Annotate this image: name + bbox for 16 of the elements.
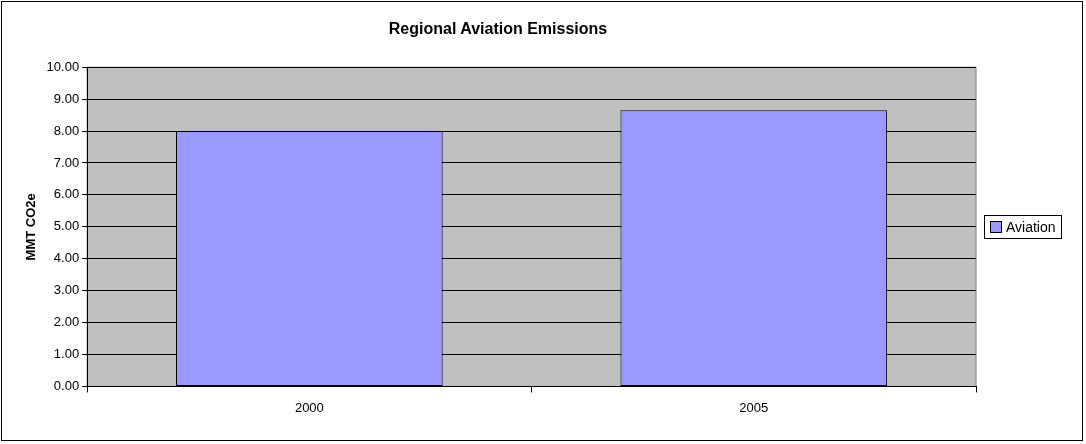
y-tick-label: 4.00	[53, 250, 80, 266]
y-tick-label: 8.00	[53, 122, 80, 138]
y-tick-label: 10.00	[46, 58, 80, 74]
y-tick-label: 5.00	[53, 218, 80, 234]
y-tick-label: 1.00	[53, 346, 80, 362]
y-tick-label: 6.00	[53, 186, 80, 202]
chart-title: Regional Aviation Emissions	[388, 20, 608, 38]
x-tick-label: 2000	[294, 399, 324, 415]
y-tick-label: 2.00	[53, 314, 80, 330]
y-tick-label: 9.00	[53, 90, 80, 106]
y-tick-label: 3.00	[53, 282, 80, 298]
x-tick-label: 2005	[739, 399, 769, 415]
y-tick-label: 7.00	[53, 154, 80, 170]
y-axis-title: MMT CO2e	[23, 193, 39, 261]
y-tick-label: 0.00	[53, 377, 80, 393]
text: Aviation	[1006, 218, 1056, 235]
